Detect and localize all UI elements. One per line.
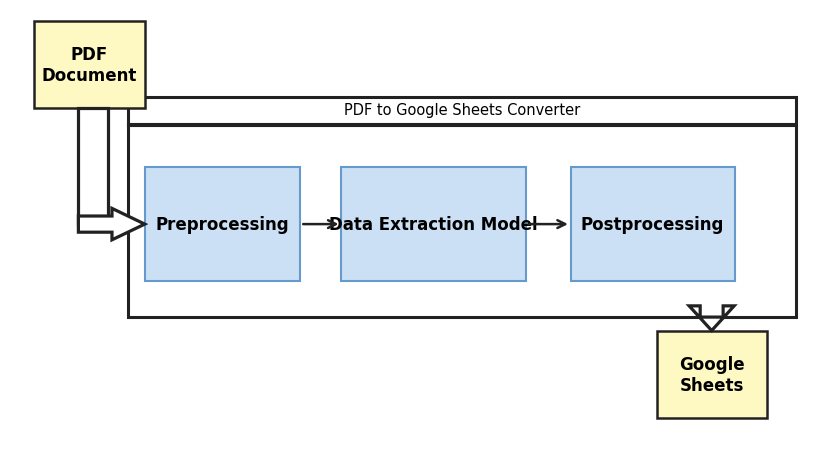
Polygon shape — [689, 306, 734, 331]
Text: PDF to Google Sheets Converter: PDF to Google Sheets Converter — [344, 102, 580, 117]
FancyBboxPatch shape — [128, 98, 796, 318]
FancyBboxPatch shape — [35, 22, 145, 109]
FancyBboxPatch shape — [570, 167, 735, 281]
FancyBboxPatch shape — [341, 167, 526, 281]
Text: PDF
Document: PDF Document — [42, 46, 137, 85]
FancyBboxPatch shape — [145, 167, 300, 281]
Polygon shape — [78, 209, 145, 240]
Text: Data Extraction Model: Data Extraction Model — [330, 216, 538, 233]
Text: Google
Sheets: Google Sheets — [679, 355, 745, 394]
FancyBboxPatch shape — [78, 109, 108, 225]
Text: Postprocessing: Postprocessing — [581, 216, 724, 233]
FancyBboxPatch shape — [657, 331, 768, 418]
Text: Preprocessing: Preprocessing — [155, 216, 289, 233]
